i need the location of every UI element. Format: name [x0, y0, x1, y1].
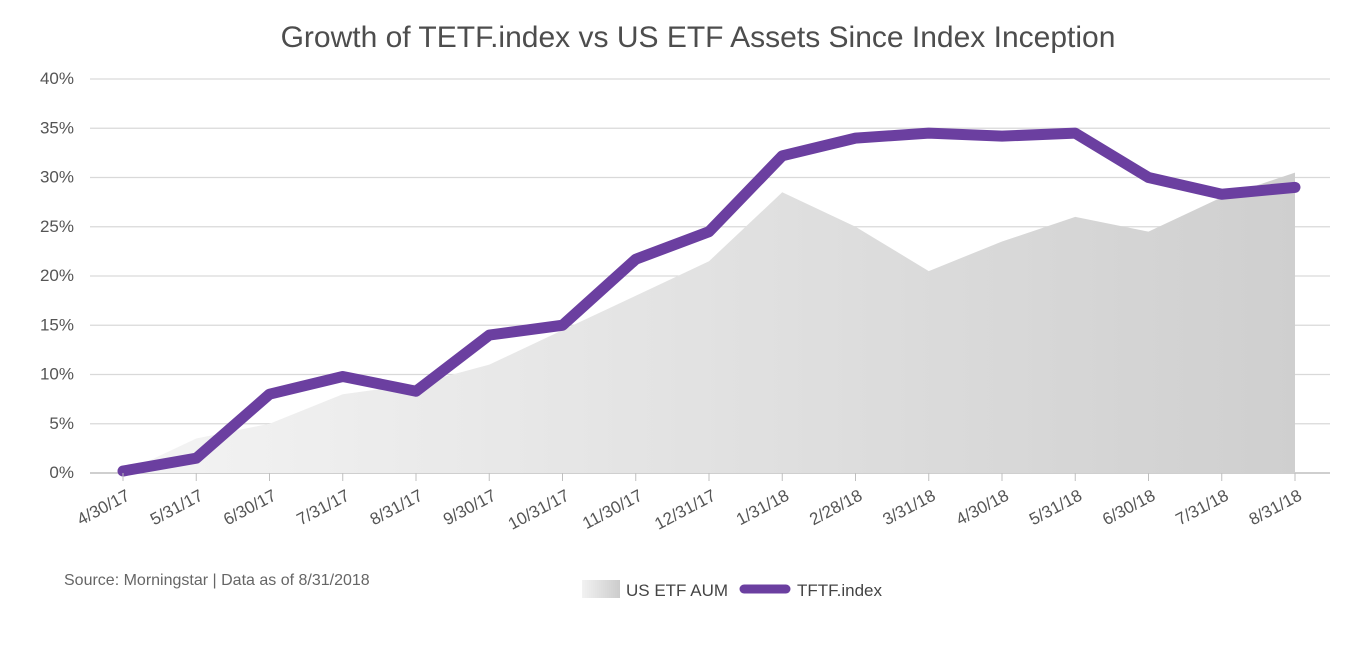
legend-swatch-us-etf-aum [582, 580, 620, 598]
y-tick-label: 25% [40, 217, 74, 236]
area-series [123, 172, 1295, 473]
x-axis: 4/30/17 5/31/17 6/30/17 7/31/17 8/31/17 9/30/… [74, 473, 1305, 534]
y-tick-label: 0% [49, 463, 74, 482]
line-point [708, 230, 710, 233]
y-axis: 0% 5% 10% 15% 20% 25% 30% 35% 40% [40, 69, 74, 482]
y-tick-label: 10% [40, 365, 74, 384]
y-tick-label: 5% [49, 414, 74, 433]
x-tick-label: 12/31/17 [652, 486, 719, 534]
x-tick-label: 2/28/18 [806, 486, 865, 529]
area-us-etf-aum [123, 172, 1295, 473]
x-tick-label: 1/31/18 [733, 486, 792, 529]
line-point [634, 258, 637, 261]
line-point [1294, 186, 1296, 189]
line-point [415, 390, 417, 393]
line-series [117, 127, 1301, 477]
y-tick-label: 20% [40, 266, 74, 285]
x-tick-label: 7/31/18 [1173, 486, 1232, 529]
y-tick-label: 30% [40, 168, 74, 187]
line-point [488, 334, 491, 337]
y-tick-label: 40% [40, 69, 74, 88]
x-tick-label: 7/31/17 [294, 486, 353, 529]
y-tick-label: 35% [40, 118, 74, 137]
x-tick-label: 5/31/18 [1026, 486, 1085, 529]
x-tick-label: 4/30/17 [74, 486, 133, 529]
x-tick-label: 11/30/17 [579, 486, 645, 533]
x-tick-label: 8/31/18 [1246, 486, 1305, 529]
source-note: Source: Morningstar | Data as of 8/31/20… [64, 572, 370, 589]
line-point [854, 137, 857, 140]
line-point [1220, 193, 1223, 196]
legend-label-tftf-index: TFTF.index [797, 581, 883, 600]
legend: US ETF AUM TFTF.index [582, 580, 883, 600]
line-point [1001, 135, 1003, 138]
line-point [1074, 132, 1077, 135]
x-tick-label: 6/30/18 [1099, 486, 1158, 529]
x-tick-label: 3/31/18 [880, 486, 939, 529]
x-tick-label: 6/30/17 [220, 486, 279, 529]
y-tick-label: 15% [40, 315, 74, 334]
x-tick-label: 9/30/17 [440, 486, 499, 529]
x-tick-label: 5/31/17 [147, 486, 206, 529]
x-tick-label: 8/31/17 [367, 486, 426, 529]
line-point [1147, 176, 1150, 179]
x-tick-label: 4/30/18 [953, 486, 1012, 529]
chart-title: Growth of TETF.index vs US ETF Assets Si… [281, 21, 1116, 54]
line-point [195, 457, 198, 460]
line-point [927, 132, 930, 135]
line-point [341, 375, 344, 378]
line-point [781, 154, 784, 157]
legend-label-us-etf-aum: US ETF AUM [626, 581, 728, 600]
line-point [268, 393, 271, 396]
x-tick-label: 10/31/17 [505, 486, 572, 534]
line-point [122, 470, 124, 473]
line-point [561, 324, 564, 327]
